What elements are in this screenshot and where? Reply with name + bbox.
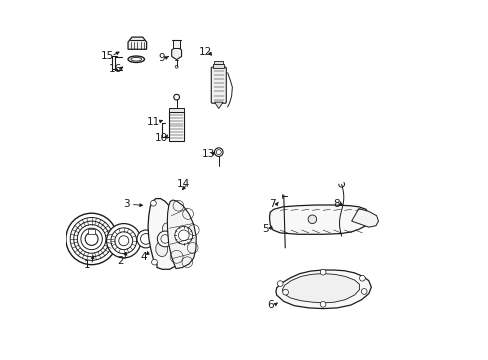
Circle shape bbox=[176, 257, 182, 263]
Text: 8: 8 bbox=[333, 199, 339, 209]
Ellipse shape bbox=[131, 58, 142, 61]
Text: 9: 9 bbox=[158, 53, 164, 63]
Text: 11: 11 bbox=[146, 117, 160, 127]
Text: 10: 10 bbox=[155, 133, 168, 143]
Text: 1: 1 bbox=[84, 260, 90, 270]
Bar bbox=[168, 108, 184, 112]
Circle shape bbox=[175, 209, 181, 215]
Bar bbox=[173, 40, 180, 48]
Circle shape bbox=[85, 233, 98, 246]
Polygon shape bbox=[282, 274, 359, 303]
Bar bbox=[88, 229, 95, 234]
Text: 4: 4 bbox=[140, 252, 147, 262]
Circle shape bbox=[157, 231, 173, 247]
Bar bbox=[214, 61, 223, 64]
Circle shape bbox=[175, 65, 178, 68]
Circle shape bbox=[173, 94, 179, 100]
Ellipse shape bbox=[128, 56, 144, 63]
Polygon shape bbox=[148, 199, 183, 269]
Text: 14: 14 bbox=[176, 179, 189, 189]
Circle shape bbox=[161, 235, 169, 243]
Polygon shape bbox=[351, 208, 378, 227]
Circle shape bbox=[178, 230, 189, 241]
Polygon shape bbox=[269, 205, 368, 234]
Circle shape bbox=[111, 228, 136, 253]
Circle shape bbox=[115, 232, 132, 249]
Circle shape bbox=[151, 259, 157, 265]
Polygon shape bbox=[162, 222, 173, 239]
Circle shape bbox=[137, 230, 155, 248]
Circle shape bbox=[150, 201, 156, 206]
Text: 13: 13 bbox=[201, 149, 214, 159]
Circle shape bbox=[140, 234, 151, 244]
Polygon shape bbox=[214, 102, 223, 109]
Polygon shape bbox=[275, 270, 370, 309]
Polygon shape bbox=[167, 200, 196, 269]
Polygon shape bbox=[171, 47, 181, 60]
Polygon shape bbox=[128, 37, 146, 49]
Text: 3: 3 bbox=[123, 199, 130, 209]
Circle shape bbox=[214, 148, 223, 157]
Circle shape bbox=[359, 275, 365, 281]
Circle shape bbox=[119, 236, 128, 246]
Text: 2: 2 bbox=[117, 256, 123, 266]
Circle shape bbox=[320, 269, 325, 275]
Text: 12: 12 bbox=[198, 47, 211, 57]
Text: 16: 16 bbox=[108, 64, 122, 74]
Polygon shape bbox=[156, 242, 167, 257]
Circle shape bbox=[175, 226, 192, 244]
Text: 6: 6 bbox=[266, 300, 273, 310]
Circle shape bbox=[70, 217, 113, 260]
Text: 15: 15 bbox=[100, 51, 113, 61]
FancyBboxPatch shape bbox=[211, 67, 226, 103]
Circle shape bbox=[277, 281, 283, 287]
Circle shape bbox=[74, 221, 109, 257]
Text: 7: 7 bbox=[268, 199, 275, 209]
Circle shape bbox=[81, 228, 102, 249]
Circle shape bbox=[320, 301, 325, 307]
Text: 5: 5 bbox=[262, 224, 268, 234]
Circle shape bbox=[216, 150, 221, 155]
Circle shape bbox=[77, 225, 106, 253]
Bar bbox=[168, 112, 184, 141]
Circle shape bbox=[106, 224, 141, 258]
Bar bbox=[213, 64, 224, 68]
Circle shape bbox=[66, 213, 117, 265]
Circle shape bbox=[307, 215, 316, 224]
Circle shape bbox=[361, 289, 366, 294]
Circle shape bbox=[282, 289, 288, 295]
